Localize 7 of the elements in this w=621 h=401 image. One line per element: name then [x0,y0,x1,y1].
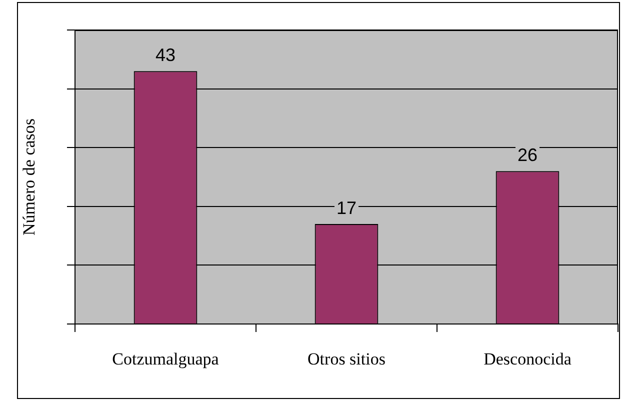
x-tick-label: Cotzumalguapa [112,350,220,369]
data-label: 26 [517,145,538,166]
data-label: 17 [336,198,357,218]
x-tick-label: Otros sitios [308,350,386,369]
x-tick-label: Desconocida [484,350,572,369]
data-label: 43 [155,45,176,66]
y-axis-title: Número de casos [20,118,39,236]
